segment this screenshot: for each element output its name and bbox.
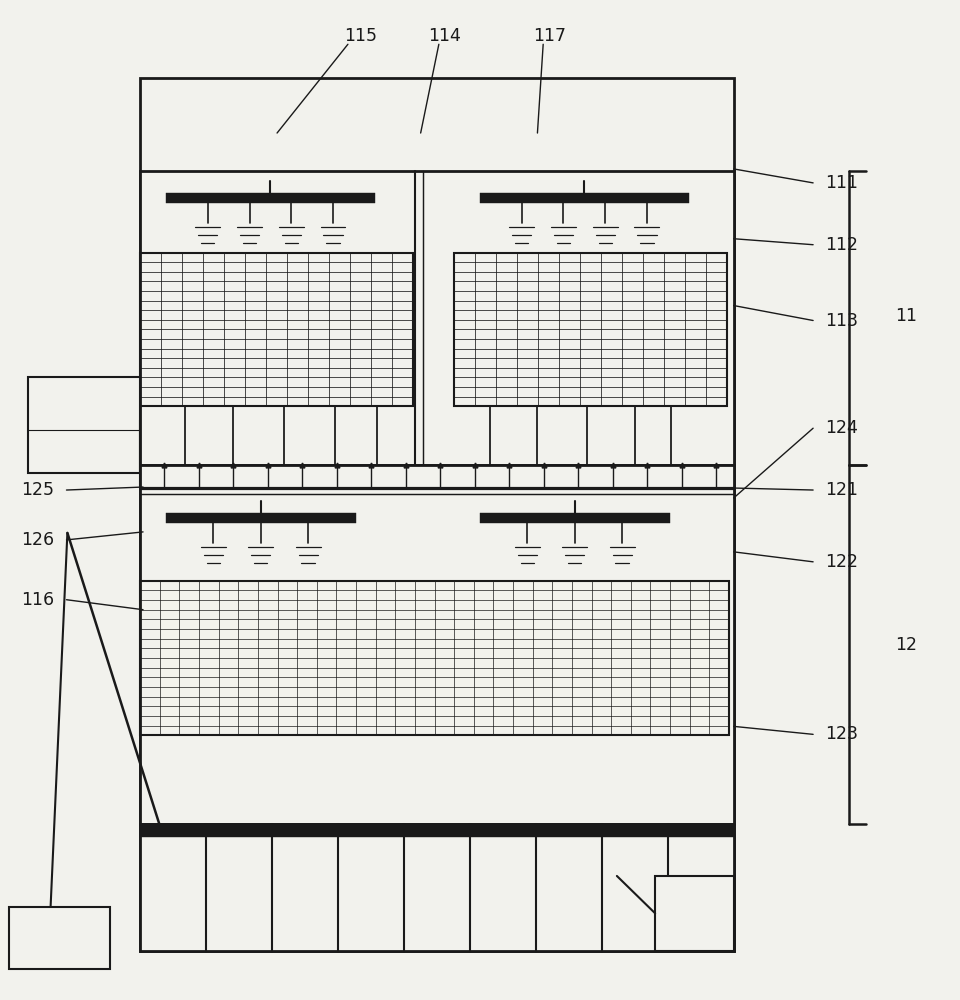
Bar <box>655 876 733 951</box>
Text: 117: 117 <box>534 27 566 45</box>
Bar <box>140 824 733 951</box>
Bar <box>480 193 688 203</box>
Text: 114: 114 <box>428 27 461 45</box>
Text: 125: 125 <box>21 481 55 499</box>
Text: 113: 113 <box>826 312 858 330</box>
Bar <box>28 377 140 473</box>
Text: 126: 126 <box>21 531 55 549</box>
Bar <box>140 78 733 951</box>
Text: 121: 121 <box>826 481 858 499</box>
Bar <box>454 253 727 406</box>
Bar <box>140 171 733 465</box>
Text: 122: 122 <box>826 553 858 571</box>
Text: 115: 115 <box>344 27 377 45</box>
Text: 124: 124 <box>826 419 858 437</box>
Text: 116: 116 <box>21 591 55 609</box>
Bar <box>480 513 669 523</box>
Bar <box>166 193 374 203</box>
Bar <box>9 907 109 969</box>
Bar <box>140 824 733 837</box>
Text: 112: 112 <box>826 236 858 254</box>
Bar <box>166 513 355 523</box>
Bar <box>140 581 729 735</box>
Bar <box>140 465 733 824</box>
Text: 11: 11 <box>895 307 917 325</box>
Text: 12: 12 <box>895 636 917 654</box>
Text: 123: 123 <box>826 725 858 743</box>
Text: 111: 111 <box>826 174 858 192</box>
Bar <box>140 253 413 406</box>
